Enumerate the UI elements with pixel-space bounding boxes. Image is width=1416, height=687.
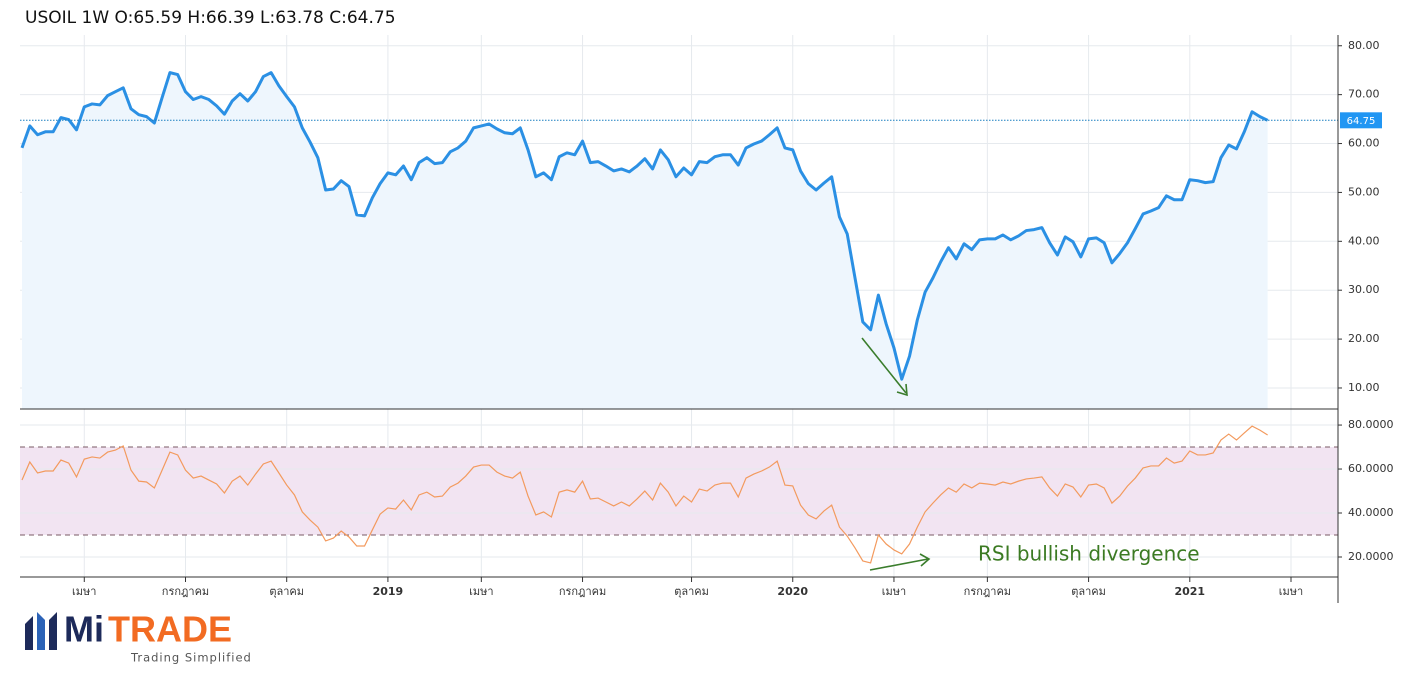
x-tick-label: 2019 bbox=[373, 585, 404, 598]
x-tick-label: 2021 bbox=[1174, 585, 1205, 598]
arrow-price bbox=[861, 337, 908, 397]
y-tick-label: 70.00 bbox=[1348, 88, 1380, 101]
x-tick-label: 2020 bbox=[777, 585, 808, 598]
x-tick-label: กรกฎาคม bbox=[162, 585, 209, 598]
rsi-line bbox=[21, 425, 1268, 564]
annotation: RSI bullish divergence bbox=[978, 542, 1200, 566]
x-tick-label: เมษา bbox=[882, 585, 906, 598]
y-tick-label: 20.0000 bbox=[1348, 550, 1394, 563]
y-tick-label: 10.00 bbox=[1348, 381, 1380, 394]
area-fill bbox=[22, 72, 1268, 409]
x-tick-label: กรกฎาคม bbox=[964, 585, 1011, 598]
y-tick-label: 50.00 bbox=[1348, 185, 1380, 198]
x-tick-label: ตุลาคม bbox=[1071, 585, 1106, 598]
y-tick-label: 80.0000 bbox=[1348, 418, 1394, 431]
y-tick-label: 60.0000 bbox=[1348, 462, 1394, 475]
arrow-rsi bbox=[869, 553, 931, 571]
y-tick-label: 60.00 bbox=[1348, 137, 1380, 150]
x-tick-label: เมษา bbox=[1279, 585, 1303, 598]
logo-brand-b: TRADE bbox=[108, 609, 232, 650]
x-tick-label: กรกฎาคม bbox=[559, 585, 606, 598]
y-tick-label: 20.00 bbox=[1348, 332, 1380, 345]
rsi-band bbox=[20, 447, 1338, 535]
chart-title: USOIL 1W O:65.59 H:66.39 L:63.78 C:64.75 bbox=[25, 8, 396, 28]
x-tick-label: เมษา bbox=[72, 585, 96, 598]
last-price-label: 64.75 bbox=[1347, 116, 1376, 127]
x-tick-label: ตุลาคม bbox=[269, 585, 304, 598]
logo-tagline: Trading Simplified bbox=[130, 651, 252, 665]
y-tick-label: 30.00 bbox=[1348, 283, 1380, 296]
y-tick-label: 80.00 bbox=[1348, 39, 1380, 52]
price-line bbox=[20, 71, 1269, 381]
plot bbox=[20, 71, 1338, 564]
last-price-box bbox=[1340, 112, 1382, 129]
logo-brand-a: Mi bbox=[64, 609, 104, 650]
y-tick-label: 40.0000 bbox=[1348, 506, 1394, 519]
y-tick-label: 40.00 bbox=[1348, 234, 1380, 247]
logo: Mi TRADE Trading Simplified bbox=[25, 609, 252, 665]
x-tick-label: เมษา bbox=[469, 585, 493, 598]
x-tick-label: ตุลาคม bbox=[674, 585, 709, 598]
